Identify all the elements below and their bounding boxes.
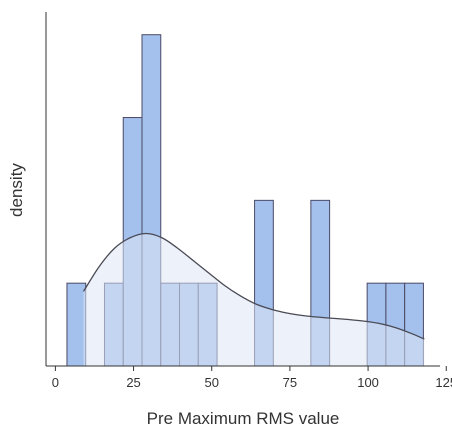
x-axis-label: Pre Maximum RMS value xyxy=(147,409,340,428)
density-layer xyxy=(82,232,425,366)
density-curve xyxy=(82,232,425,340)
x-tick-label-100: 100 xyxy=(357,375,379,390)
x-tick-label-50: 50 xyxy=(204,375,218,390)
x-tick-label-125: 125 xyxy=(435,375,452,390)
histogram-bar-1 xyxy=(66,282,87,367)
x-axis-ticks: 0 25 50 75 100 125 xyxy=(52,366,452,390)
y-axis-label: density xyxy=(7,163,26,217)
x-tick-label-0: 0 xyxy=(52,375,59,390)
density-area xyxy=(83,233,425,366)
x-tick-label-25: 25 xyxy=(126,375,140,390)
x-tick-label-75: 75 xyxy=(283,375,297,390)
